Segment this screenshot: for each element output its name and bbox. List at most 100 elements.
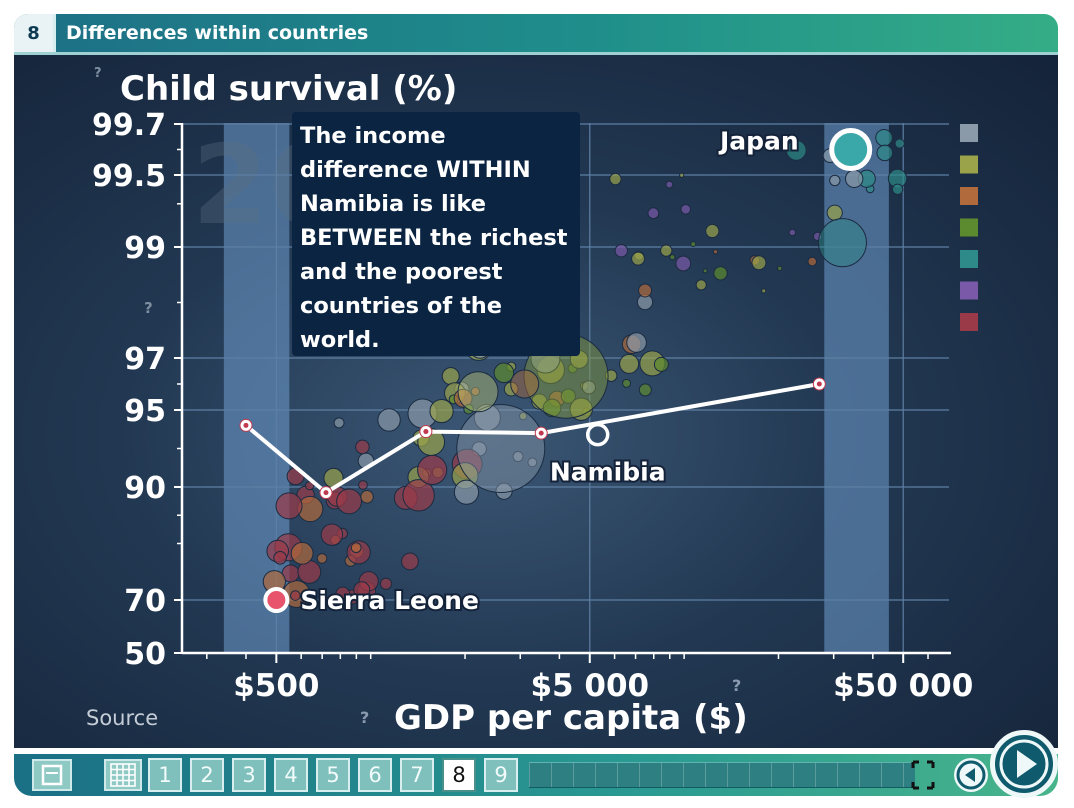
country-bubble[interactable]: [669, 254, 676, 261]
slide-grid-button[interactable]: [104, 759, 142, 791]
country-bubble[interactable]: [441, 367, 460, 386]
country-bubble[interactable]: [876, 144, 894, 162]
country-bubble[interactable]: [379, 577, 393, 590]
legend-swatch[interactable]: [960, 124, 978, 142]
country-bubble[interactable]: [417, 454, 448, 486]
country-bubble[interactable]: [844, 169, 864, 188]
country-bubble[interactable]: [609, 172, 622, 186]
country-bubble[interactable]: [360, 490, 374, 504]
page-button[interactable]: 8: [442, 758, 476, 792]
country-bubble[interactable]: [712, 249, 719, 255]
legend-swatch[interactable]: [960, 250, 978, 268]
country-bubble[interactable]: [353, 581, 371, 599]
page-button[interactable]: 3: [232, 758, 266, 792]
country-bubble[interactable]: [542, 398, 562, 418]
country-bubble[interactable]: [350, 542, 362, 554]
page-button[interactable]: 2: [190, 758, 224, 792]
country-bubble[interactable]: [305, 481, 315, 491]
country-bubble[interactable]: [638, 283, 653, 298]
country-bubble[interactable]: [402, 479, 435, 512]
country-bubble[interactable]: [702, 268, 708, 274]
country-bubble[interactable]: [358, 480, 368, 490]
page-button[interactable]: 6: [358, 758, 392, 792]
rewind-button[interactable]: [954, 758, 988, 792]
legend-swatch[interactable]: [960, 155, 978, 174]
country-bubble[interactable]: [777, 265, 783, 272]
country-bubble[interactable]: [290, 590, 301, 601]
help-mark[interactable]: ?: [360, 708, 369, 727]
country-bubble[interactable]: [631, 251, 646, 266]
country-bubble[interactable]: [273, 551, 287, 565]
source-link[interactable]: Source: [86, 706, 158, 730]
country-marker[interactable]: [263, 587, 290, 613]
country-marker[interactable]: [585, 422, 610, 447]
country-bubble[interactable]: [622, 378, 632, 388]
country-bubble[interactable]: [560, 388, 576, 404]
country-bubble[interactable]: [660, 244, 673, 257]
country-bubble[interactable]: [788, 228, 797, 237]
country-bubble[interactable]: [675, 255, 692, 272]
country-bubble[interactable]: [626, 332, 647, 353]
country-bubble[interactable]: [336, 488, 362, 515]
help-mark[interactable]: ?: [144, 299, 153, 317]
country-bubble[interactable]: [695, 279, 707, 291]
country-bubble[interactable]: [690, 241, 697, 248]
country-bubble[interactable]: [470, 386, 481, 397]
country-bubble[interactable]: [875, 128, 893, 147]
play-button[interactable]: [990, 730, 1058, 798]
country-bubble[interactable]: [829, 174, 841, 187]
country-bubble[interactable]: [290, 541, 314, 565]
country-bubble[interactable]: [807, 256, 818, 267]
country-bubble[interactable]: [713, 266, 728, 281]
country-bubble[interactable]: [493, 362, 515, 384]
help-mark[interactable]: ?: [94, 66, 102, 81]
country-bubble[interactable]: [647, 207, 660, 220]
legend-swatch[interactable]: [960, 187, 978, 205]
country-bubble[interactable]: [785, 139, 807, 161]
country-bubble[interactable]: [355, 439, 370, 455]
legend-swatch[interactable]: [960, 313, 978, 331]
country-bubble[interactable]: [320, 523, 344, 546]
country-bubble[interactable]: [457, 371, 499, 413]
country-bubble[interactable]: [751, 255, 767, 271]
country-bubble[interactable]: [377, 408, 401, 432]
playhead-marker[interactable]: [910, 760, 936, 790]
legend-swatch[interactable]: [960, 218, 978, 237]
page-button[interactable]: 4: [274, 758, 308, 792]
page-button[interactable]: 9: [484, 758, 518, 792]
country-bubble[interactable]: [512, 451, 524, 463]
country-bubble[interactable]: [638, 383, 652, 397]
country-bubble[interactable]: [518, 411, 528, 421]
country-bubble[interactable]: [316, 553, 328, 564]
legend-swatch[interactable]: [960, 281, 978, 300]
timeline-slider[interactable]: [529, 762, 915, 788]
country-bubble[interactable]: [665, 180, 674, 189]
country-bubble[interactable]: [679, 172, 685, 178]
country-bubble[interactable]: [891, 183, 904, 196]
page-button[interactable]: 5: [316, 758, 350, 792]
page-button[interactable]: 7: [400, 758, 434, 792]
country-bubble[interactable]: [510, 369, 540, 399]
country-bubble[interactable]: [894, 138, 905, 149]
country-bubble[interactable]: [401, 552, 419, 571]
help-mark[interactable]: ?: [732, 676, 741, 695]
fullscreen-button[interactable]: [32, 759, 72, 791]
country-bubble[interactable]: [333, 417, 345, 429]
country-bubble[interactable]: [335, 586, 351, 602]
country-bubble[interactable]: [429, 398, 454, 424]
country-bubble[interactable]: [275, 492, 303, 520]
country-bubble[interactable]: [581, 380, 596, 395]
country-marker[interactable]: [829, 128, 873, 171]
country-bubble[interactable]: [619, 353, 640, 374]
country-bubble[interactable]: [761, 288, 767, 294]
country-bubble[interactable]: [653, 356, 669, 372]
country-bubble[interactable]: [817, 218, 867, 268]
country-bubble[interactable]: [527, 457, 538, 468]
country-bubble[interactable]: [614, 244, 628, 258]
country-bubble[interactable]: [456, 404, 546, 493]
country-bubble[interactable]: [680, 203, 692, 215]
country-bubble[interactable]: [453, 479, 480, 505]
page-button[interactable]: 1: [148, 758, 182, 792]
country-bubble[interactable]: [453, 388, 473, 408]
country-bubble[interactable]: [705, 223, 720, 239]
